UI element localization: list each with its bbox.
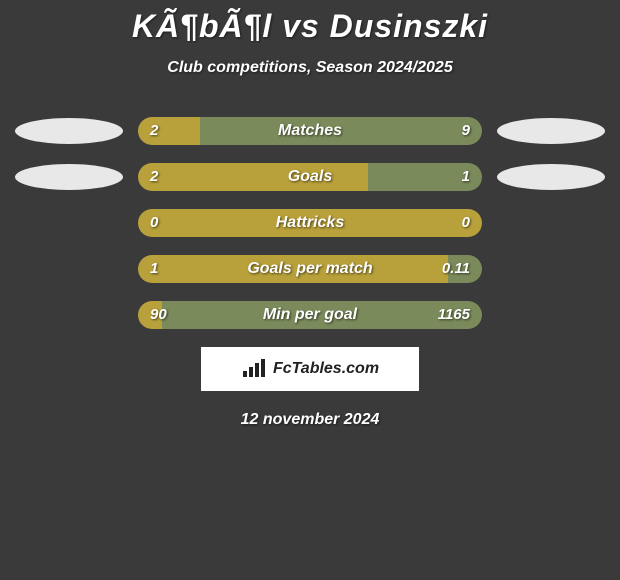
player-left-marker: [0, 118, 138, 144]
stat-label: Min per goal: [138, 301, 482, 329]
stat-bar: Goals2 1: [138, 163, 482, 191]
player-right-marker: [482, 164, 620, 190]
stat-bar: Hattricks0 0: [138, 209, 482, 237]
stat-row: Matches2 9: [0, 117, 620, 145]
stat-label: Hattricks: [138, 209, 482, 237]
player-left-marker: [0, 164, 138, 190]
stat-bar: Matches2 9: [138, 117, 482, 145]
stat-row: Hattricks0 0: [0, 209, 620, 237]
comparison-subtitle: Club competitions, Season 2024/2025: [0, 59, 620, 77]
stat-value-right: 0: [462, 209, 470, 237]
stat-value-left: 1: [150, 255, 158, 283]
stat-value-left: 2: [150, 163, 158, 191]
logo-text: FcTables.com: [273, 360, 379, 378]
stat-value-right: 1165: [438, 301, 470, 329]
comparison-chart: Matches29Goals21Hattricks00Goals per mat…: [0, 117, 620, 329]
fctables-logo: FcTables.com: [201, 347, 419, 391]
stat-value-right: 1: [462, 163, 470, 191]
stat-value-left: 90: [150, 301, 167, 329]
stat-label: Goals per match: [138, 255, 482, 283]
stat-bar: Min per goal90 1165: [138, 301, 482, 329]
stat-value-left: 2: [150, 117, 158, 145]
stat-value-right: 9: [462, 117, 470, 145]
stat-row: Min per goal90 1165: [0, 301, 620, 329]
bar-chart-icon: [241, 359, 267, 379]
stat-value-left: 0: [150, 209, 158, 237]
stat-row: Goals2 1: [0, 163, 620, 191]
comparison-title: KÃ¶bÃ¶l vs Dusinszki: [0, 0, 620, 45]
stat-label: Goals: [138, 163, 482, 191]
player-right-marker: [482, 118, 620, 144]
stat-label: Matches: [138, 117, 482, 145]
stat-bar: Goals per match1 0.11: [138, 255, 482, 283]
stat-row: Goals per match1 0.11: [0, 255, 620, 283]
stat-value-right: 0.11: [442, 255, 470, 283]
comparison-date: 12 november 2024: [0, 411, 620, 429]
